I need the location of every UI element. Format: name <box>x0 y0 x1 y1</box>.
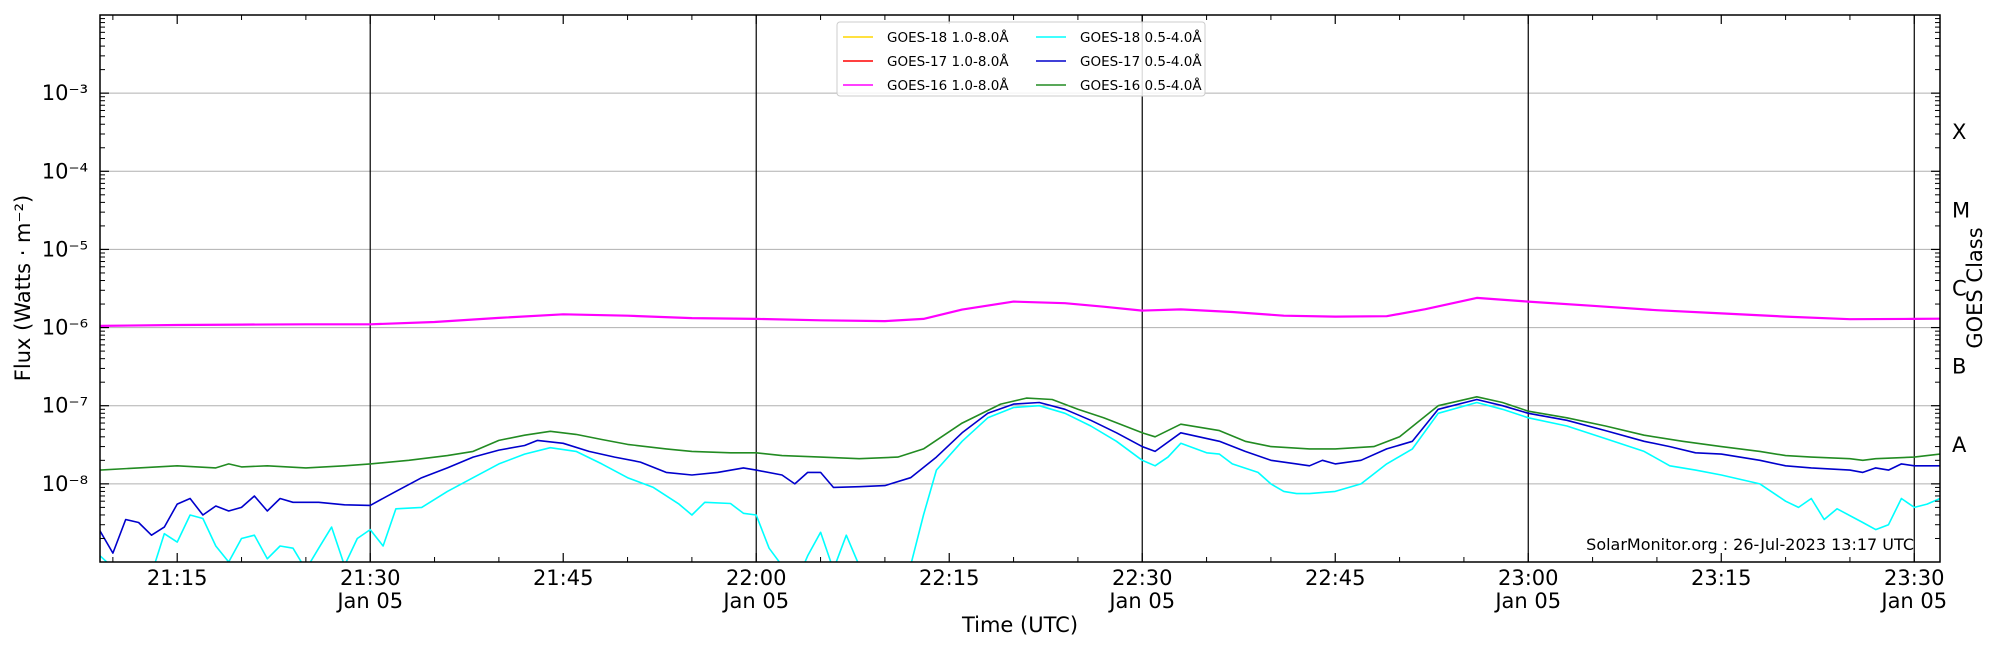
legend: GOES-18 1.0-8.0Å GOES-17 1.0-8.0Å GOES-16 … <box>836 21 1206 97</box>
y-axis-title: Flux (Watts · m⁻²) <box>11 195 35 381</box>
goes-class-label: M <box>1952 198 1970 222</box>
x-tick-label: 22:30 <box>1112 566 1173 590</box>
y-tick-label: 10⁻⁸ <box>42 472 88 496</box>
plot-background <box>100 15 1940 562</box>
x-tick-date-label: Jan 05 <box>1493 589 1561 613</box>
legend-label: GOES-18 0.5-4.0Å <box>1080 29 1202 46</box>
legend-label: GOES-17 0.5-4.0Å <box>1080 53 1202 70</box>
x-tick-label: 22:15 <box>919 566 980 590</box>
x-tick-date-label: Jan 05 <box>335 589 403 613</box>
legend-label: GOES-18 1.0-8.0Å <box>887 29 1009 46</box>
legend-label: GOES-17 1.0-8.0Å <box>887 53 1009 70</box>
series-line-goes-16-0-5-4-0- <box>100 395 1940 471</box>
x-tick-label: 23:30 <box>1884 566 1945 590</box>
goes-class-label: B <box>1952 355 1966 379</box>
x-tick-date-label: Jan 05 <box>721 589 789 613</box>
x-tick-label: 21:15 <box>147 566 208 590</box>
y-tick-label: 10⁻⁷ <box>42 394 88 418</box>
series-line-goes-17-0-5-4-0- <box>100 398 1940 554</box>
goes-class-axis-title: GOES Class <box>1963 227 1987 348</box>
x-tick-label: 23:00 <box>1498 566 1559 590</box>
x-tick-label: 21:45 <box>533 566 594 590</box>
x-tick-label: 22:45 <box>1305 566 1366 590</box>
solarmonitor-annotation: SolarMonitor.org : 26-Jul-2023 13:17 UTC <box>1586 535 1914 554</box>
goes-class-label: A <box>1952 433 1967 457</box>
y-tick-label: 10⁻⁴ <box>42 159 88 183</box>
legend-box <box>836 21 1206 97</box>
x-tick-label: 21:30 <box>340 566 401 590</box>
x-axis-title: Time (UTC) <box>961 613 1078 637</box>
x-tick-label: 23:15 <box>1691 566 1752 590</box>
goes-class-label: C <box>1952 277 1967 301</box>
plot-frame <box>99 14 1941 563</box>
legend-label: GOES-16 0.5-4.0Å <box>1080 77 1202 94</box>
goes-class-label: X <box>1952 120 1966 144</box>
y-tick-label: 10⁻⁵ <box>42 237 88 261</box>
y-tick-label: 10⁻³ <box>42 81 88 105</box>
legend-label: GOES-16 1.0-8.0Å <box>887 77 1009 94</box>
y-tick-label: 10⁻⁶ <box>42 316 88 340</box>
series-line-goes-18-0-5-4-0- <box>100 401 1940 562</box>
series-line-goes-16-1-0-8-0- <box>100 296 1940 327</box>
x-tick-date-label: Jan 05 <box>1107 589 1175 613</box>
x-tick-label: 22:00 <box>726 566 787 590</box>
x-tick-date-label: Jan 05 <box>1879 589 1947 613</box>
